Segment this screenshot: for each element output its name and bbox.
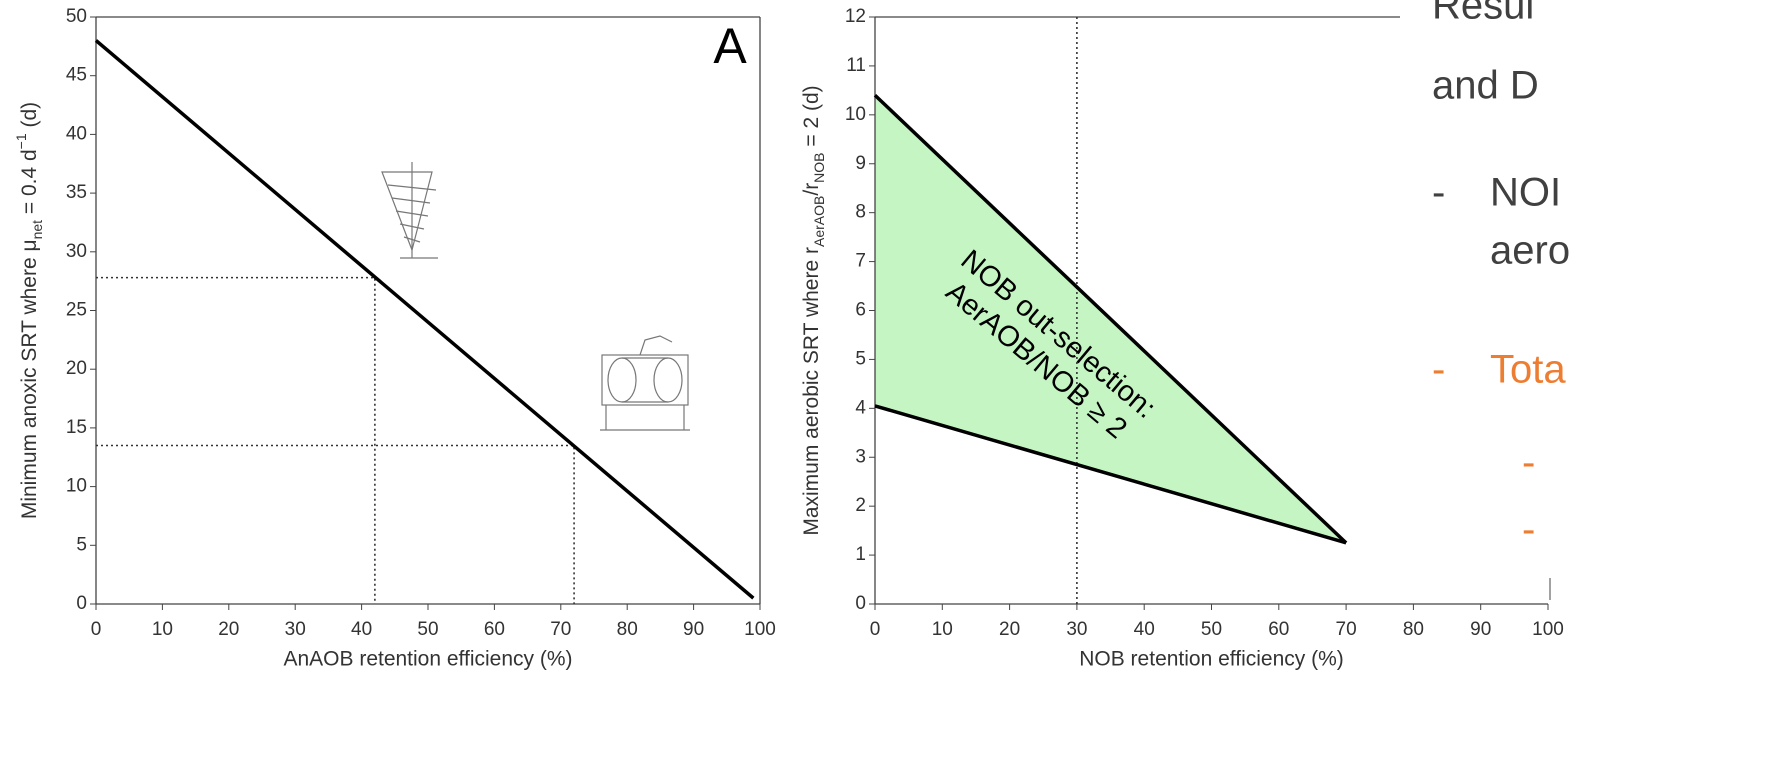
slide-text: aero: [1490, 229, 1570, 273]
y-axis-title-part: −1: [13, 133, 29, 149]
y-tick-label: 2: [855, 495, 866, 516]
x-tick-label: 30: [285, 619, 306, 640]
x-tick-label: 70: [550, 619, 571, 640]
y-axis-title-part: (d): [18, 102, 41, 134]
y-tick-label: 10: [66, 476, 87, 497]
slide-text: -: [1522, 441, 1535, 485]
x-tick-label: 10: [932, 619, 953, 640]
y-axis-title-part: /r: [800, 183, 823, 196]
slide-text: -: [1522, 508, 1535, 552]
reference-line: [96, 444, 575, 604]
x-tick-label: 100: [744, 619, 776, 640]
x-tick-label: 90: [683, 619, 704, 640]
x-tick-label: 80: [617, 619, 638, 640]
x-tick-label: 20: [999, 619, 1020, 640]
y-tick-label: 15: [66, 417, 87, 438]
y-tick-label: 8: [855, 202, 866, 223]
slide-text: and D: [1432, 64, 1539, 108]
x-tick-label: 0: [870, 619, 881, 640]
x-tick-label: 50: [417, 619, 438, 640]
y-axis-title-part: AerAOB: [811, 196, 827, 247]
y-tick-label: 4: [855, 397, 866, 418]
x-tick-label: 40: [1134, 619, 1155, 640]
x-tick-label: 40: [351, 619, 372, 640]
panel-label: A: [713, 18, 747, 74]
slide-text: -: [1432, 171, 1445, 215]
y-tick-label: 25: [66, 300, 87, 321]
y-axis-title-part: = 0.4 d: [18, 149, 41, 220]
spiral-icon: [381, 162, 438, 259]
y-tick-label: 20: [66, 358, 87, 379]
x-tick-label: 80: [1403, 619, 1424, 640]
y-tick-label: 45: [66, 65, 87, 86]
x-tick-label: 70: [1336, 619, 1357, 640]
reference-line: [96, 276, 376, 604]
y-tick-label: 7: [855, 251, 866, 272]
y-tick-label: 11: [846, 55, 866, 76]
series-line: [874, 404, 1347, 545]
slide-text: NOI: [1490, 171, 1561, 215]
x-tick-label: 90: [1470, 619, 1491, 640]
y-tick-label: 6: [855, 300, 866, 321]
y-tick-label: 50: [66, 6, 87, 27]
x-tick-label: 50: [1201, 619, 1222, 640]
y-tick-label: 5: [76, 534, 87, 555]
x-tick-label: 30: [1066, 619, 1087, 640]
y-tick-label: 30: [66, 241, 87, 262]
series-line: [94, 39, 755, 600]
y-tick-label: 1: [855, 544, 866, 565]
y-axis-title-part: Maximum aerobic SRT where r: [800, 247, 823, 536]
y-tick-label: 9: [855, 153, 866, 174]
slide-text: Tota: [1490, 348, 1566, 392]
y-axis-title-part: NOB: [811, 152, 827, 182]
y-axis-title: Minimum anoxic SRT where μnet = 0.4 d−1 …: [13, 102, 45, 519]
x-tick-label: 20: [218, 619, 239, 640]
x-tick-label: 10: [152, 619, 173, 640]
y-tick-label: 35: [66, 182, 87, 203]
y-tick-label: 10: [845, 104, 866, 125]
x-axis-title: AnAOB retention efficiency (%): [283, 648, 572, 671]
y-tick-label: 12: [845, 6, 866, 27]
x-tick-label: 60: [484, 619, 505, 640]
slide-text: Resul: [1432, 0, 1534, 28]
series-line: [873, 93, 1348, 545]
x-axis-title: NOB retention efficiency (%): [1079, 648, 1344, 671]
reactor-icon: [600, 335, 690, 431]
y-tick-label: 0: [855, 593, 866, 614]
x-tick-label: 60: [1268, 619, 1289, 640]
y-axis-title: Maximum aerobic SRT where rAerAOB/rNOB =…: [800, 85, 827, 535]
y-tick-label: 40: [66, 123, 87, 144]
x-tick-label: 100: [1532, 619, 1564, 640]
slide-text: -: [1432, 348, 1445, 392]
y-tick-label: 0: [76, 593, 87, 614]
y-tick-label: 3: [855, 446, 866, 467]
y-axis-title-part: net: [29, 220, 45, 240]
y-axis-title-part: Minimum anoxic SRT where μ: [18, 239, 41, 519]
y-axis-title-part: = 2 (d): [800, 85, 823, 152]
x-tick-label: 0: [91, 619, 102, 640]
y-tick-label: 5: [855, 348, 866, 369]
